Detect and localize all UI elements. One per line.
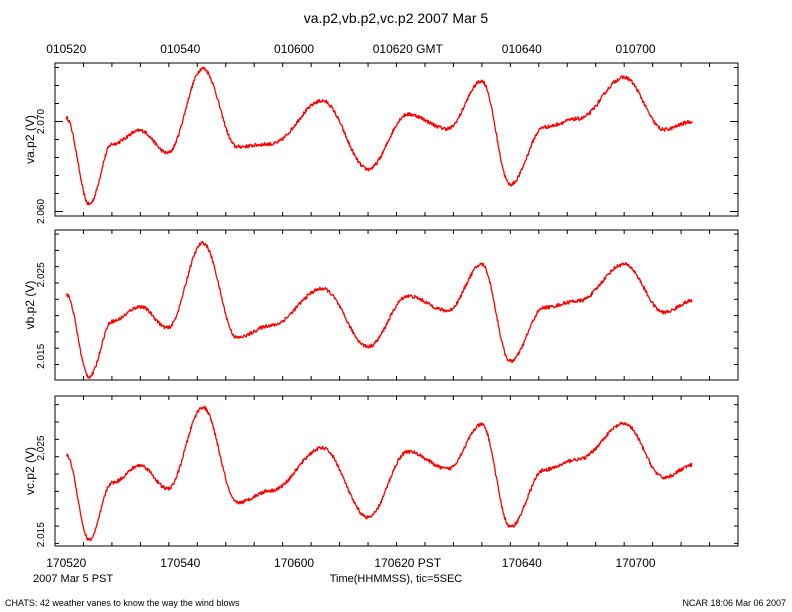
top-tick-label: 010540 [160,42,200,56]
panel-frame [54,395,739,547]
footer-left: CHATS: 42 weather vanes to know the way … [5,598,240,608]
series-line-vc.p2 [65,405,693,542]
footer-right: NCAR 18:06 Mar 06 2007 [682,598,786,608]
top-tick-label: 010620 GMT [373,42,444,56]
bottom-tick-label: 170700 [616,556,656,570]
top-tick-label: 010640 [502,42,542,56]
y-tick-label: 2.025 [36,435,47,460]
bottom-tick-label: 170640 [502,556,542,570]
y-tick-label: 2.070 [36,109,47,134]
chart-title: va.p2,vb.p2,vc.p2 2007 Mar 5 [304,10,489,26]
bottom-tick-label: 170540 [160,556,200,570]
panel-vb.p2: 2.025 2.015 vb.p2 (V) [23,229,739,381]
panel-vc.p2: 2.025 2.015 vc.p2 (V) [23,395,739,547]
bottom-tick-label: 170600 [274,556,314,570]
top-tick-label: 010700 [616,42,656,56]
y-tick-label: 2.060 [36,199,47,224]
y-tick-label: 2.025 [36,262,47,287]
top-tick-label: 010600 [274,42,314,56]
series-line-va.p2 [65,66,693,206]
y-axis-label: va.p2 (V) [23,115,37,164]
bottom-tick-label: 170620 PST [374,556,441,570]
top-axis: 010520 010540 010600 010620 GMT 010640 010700 [46,42,656,56]
date-label: 2007 Mar 5 PST [33,573,113,585]
bottom-tick-label: 170520 [46,556,86,570]
y-axis-label: vc.p2 (V) [23,447,37,495]
y-tick-label: 2.015 [36,343,47,368]
top-tick-label: 010520 [46,42,86,56]
y-axis-label: vb.p2 (V) [23,281,37,330]
bottom-axis: 170520 170540 170600 170620 PST 170640 170700 [46,556,656,570]
panel-va.p2: 2.070 2.060 va.p2 (V) [23,62,739,224]
y-tick-label: 2.015 [36,522,47,547]
x-axis-label: Time(HHMMSS), tic=5SEC [330,573,463,585]
series-line-vb.p2 [65,240,693,379]
